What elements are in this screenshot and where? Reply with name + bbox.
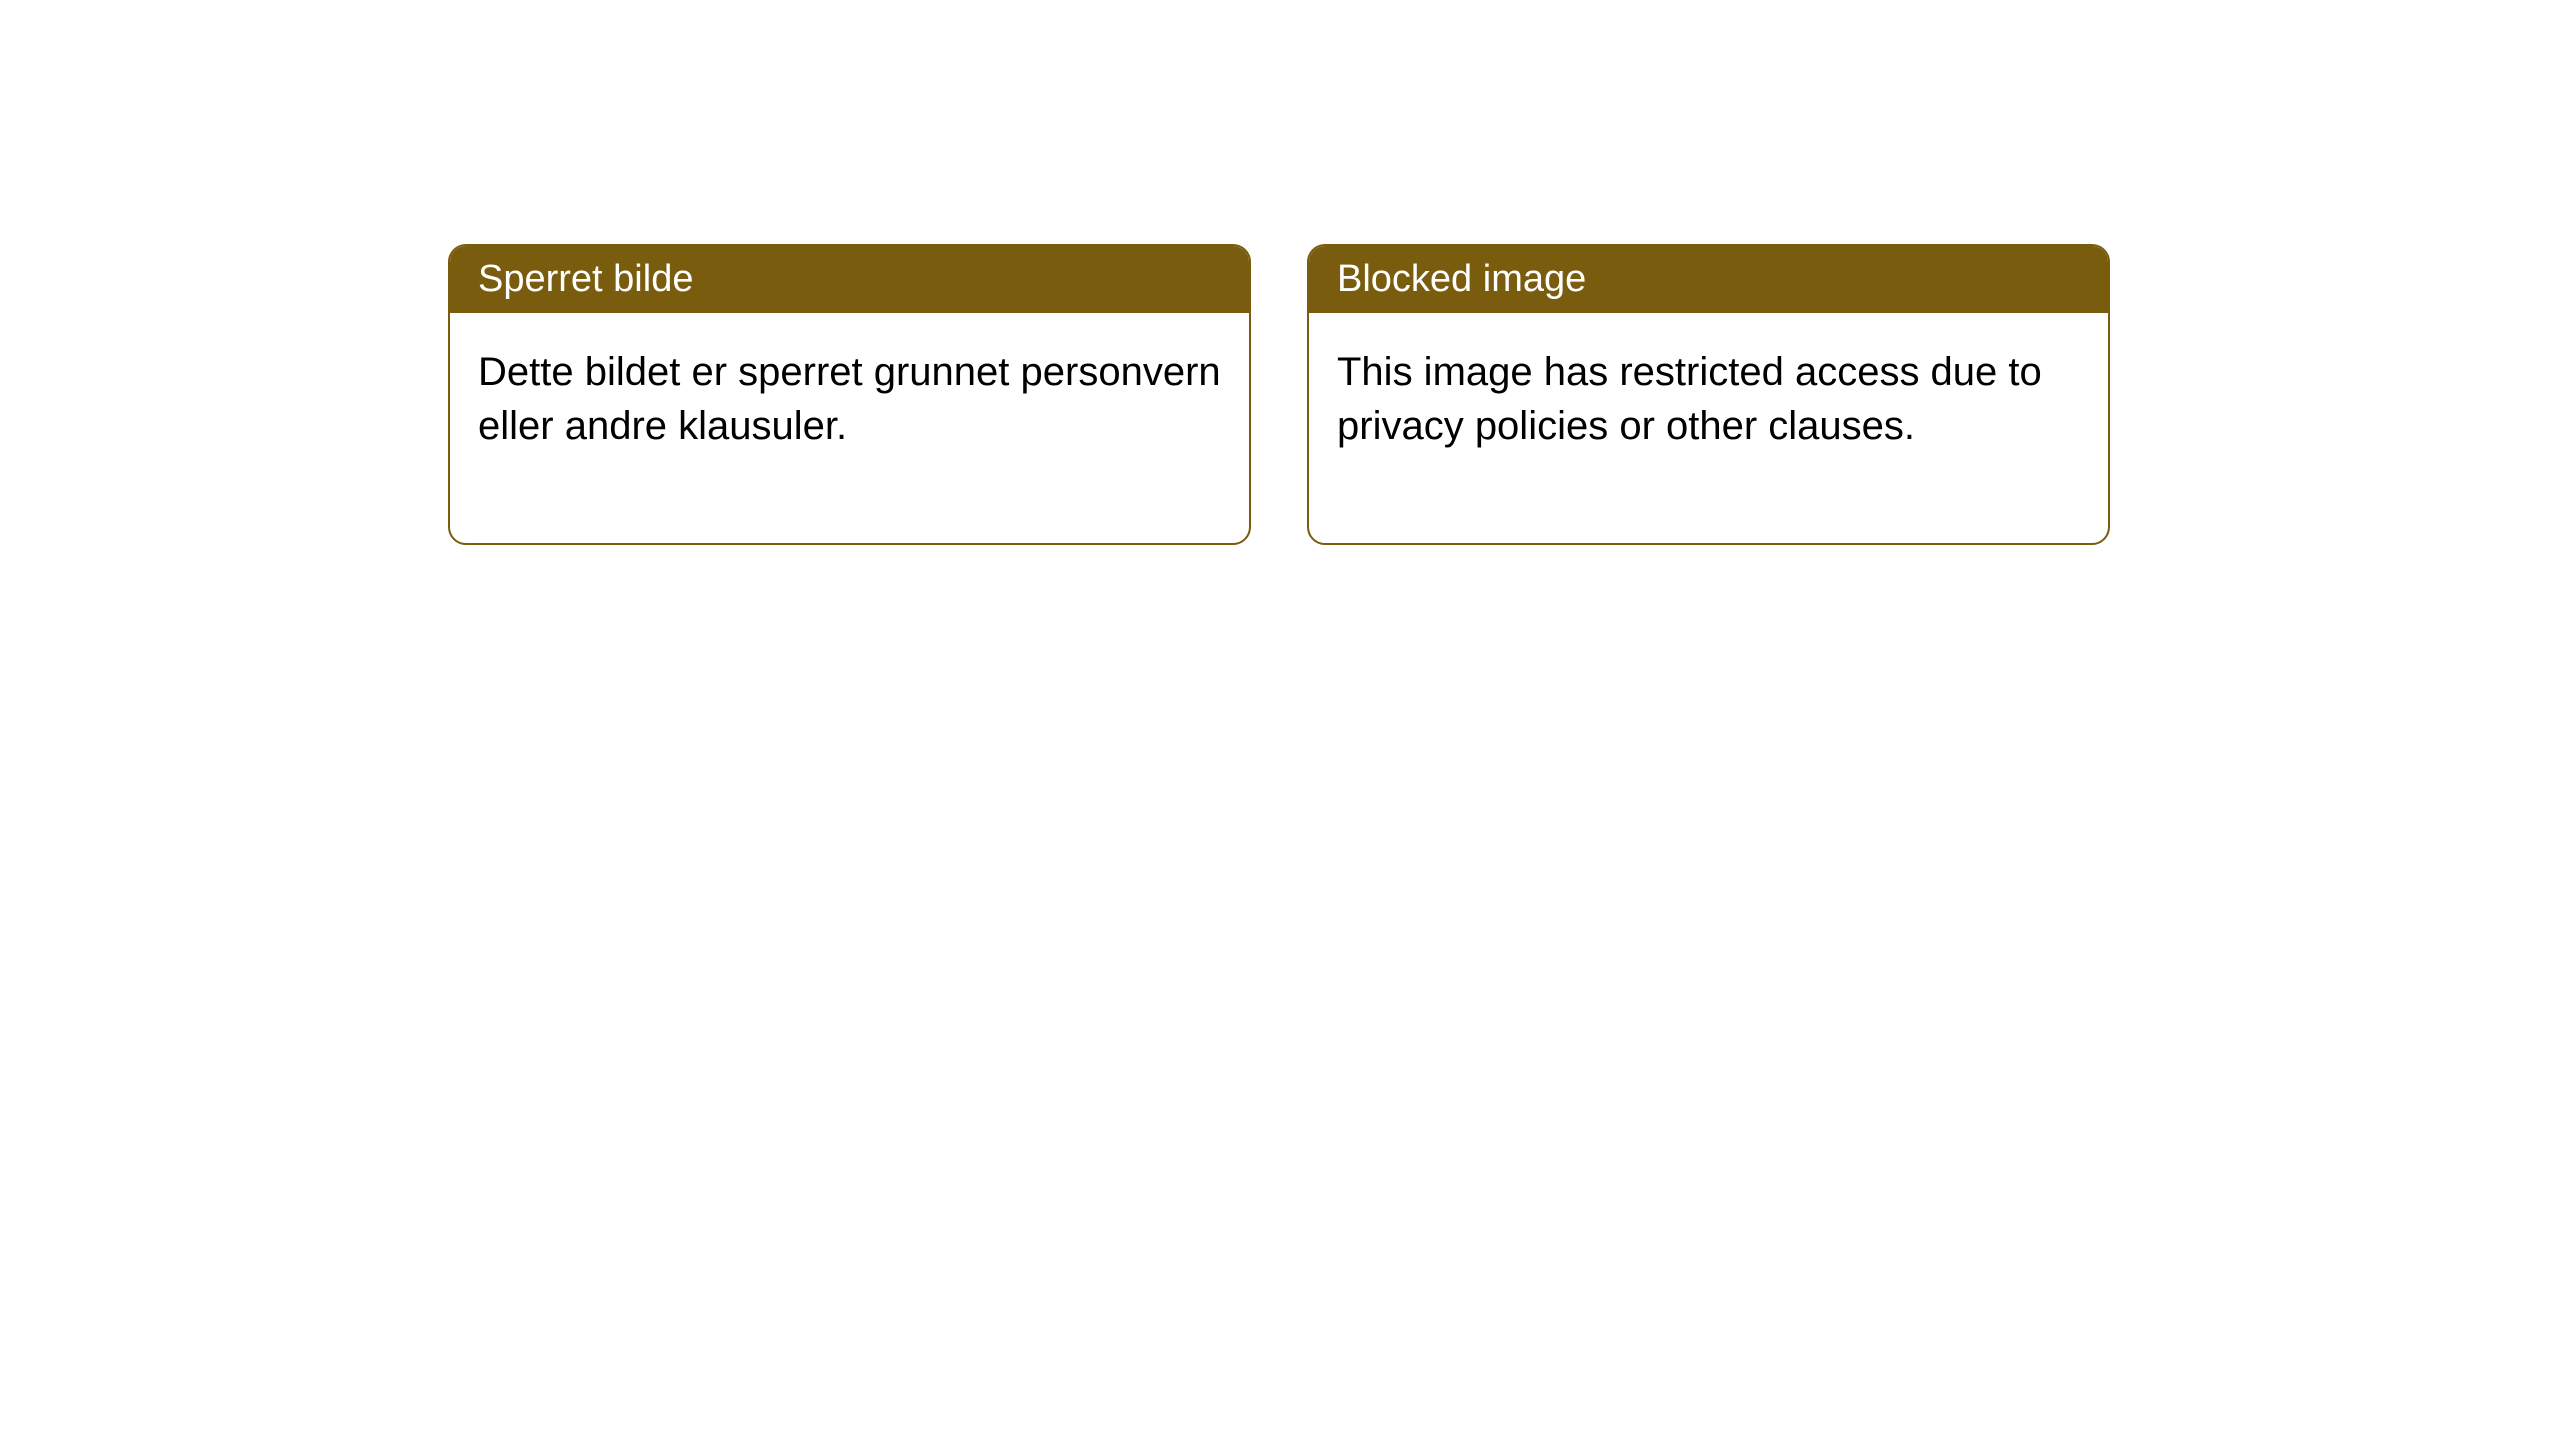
card-header: Sperret bilde [450, 246, 1249, 313]
blocked-image-card-en: Blocked image This image has restricted … [1307, 244, 2110, 545]
cards-container: Sperret bilde Dette bildet er sperret gr… [0, 0, 2560, 545]
card-body: This image has restricted access due to … [1309, 313, 2108, 543]
card-title: Sperret bilde [478, 258, 693, 300]
card-body-text: This image has restricted access due to … [1337, 350, 2042, 448]
card-body: Dette bildet er sperret grunnet personve… [450, 313, 1249, 543]
card-title: Blocked image [1337, 258, 1586, 300]
card-header: Blocked image [1309, 246, 2108, 313]
card-body-text: Dette bildet er sperret grunnet personve… [478, 350, 1221, 448]
blocked-image-card-no: Sperret bilde Dette bildet er sperret gr… [448, 244, 1251, 545]
